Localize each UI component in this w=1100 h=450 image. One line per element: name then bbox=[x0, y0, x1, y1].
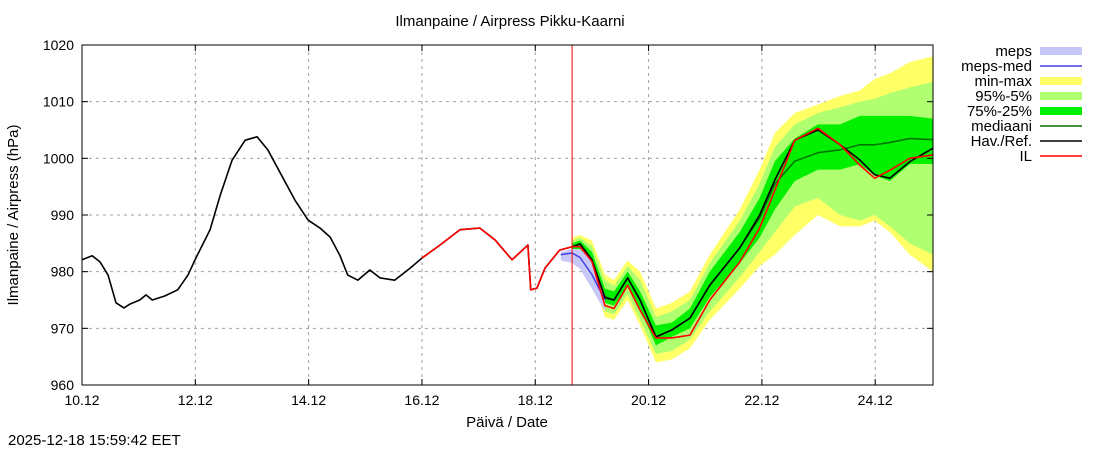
y-tick-label: 1010 bbox=[43, 94, 74, 110]
legend-label-il: IL bbox=[1019, 148, 1032, 165]
legend-label-p95_5: 95%-5% bbox=[975, 88, 1032, 105]
y-tick-label: 970 bbox=[51, 320, 75, 336]
series-lines bbox=[81, 45, 934, 385]
legend-swatch-min_max bbox=[1040, 77, 1082, 85]
y-axis-label: Ilmanpaine / Airpress (hPa) bbox=[5, 125, 22, 306]
timestamp: 2025-12-18 15:59:42 EET bbox=[8, 432, 181, 449]
meps-med-line bbox=[560, 252, 606, 301]
y-tick-label: 980 bbox=[51, 264, 75, 280]
legend-swatch-p75_25 bbox=[1040, 107, 1082, 115]
hav-ref-forecast-line bbox=[571, 129, 934, 338]
y-tick-label: 960 bbox=[51, 377, 75, 393]
x-tick-label: 14.12 bbox=[291, 392, 326, 408]
il-history-line bbox=[421, 227, 573, 291]
legend-swatch-p95_5 bbox=[1040, 92, 1082, 100]
axis-ticks: 10.12 12.12 14.12 16.12 18.12 20.12 22.12 24.12… bbox=[43, 37, 933, 408]
forecast-bands bbox=[560, 56, 933, 363]
observed-line bbox=[81, 136, 573, 309]
x-axis-label: Päivä / Date bbox=[466, 414, 548, 431]
legend-label-min_max: min-max bbox=[974, 73, 1032, 90]
y-tick-label: 1000 bbox=[43, 150, 74, 166]
legend-label-meps_med: meps-med bbox=[961, 58, 1032, 75]
x-tick-label: 20.12 bbox=[631, 392, 666, 408]
x-tick-label: 10.12 bbox=[64, 392, 99, 408]
legend: mepsmeps-medmin-max95%-5%75%-25%mediaani… bbox=[961, 43, 1082, 165]
y-tick-label: 1020 bbox=[43, 37, 74, 53]
x-tick-label: 12.12 bbox=[178, 392, 213, 408]
chart-title: Ilmanpaine / Airpress Pikku-Kaarni bbox=[395, 13, 624, 30]
legend-label-mediaani: mediaani bbox=[971, 118, 1032, 135]
il-forecast-line bbox=[572, 127, 934, 339]
x-tick-label: 22.12 bbox=[744, 392, 779, 408]
legend-label-p75_25: 75%-25% bbox=[967, 103, 1032, 120]
p75-25-band bbox=[572, 115, 933, 346]
x-tick-label: 16.12 bbox=[404, 392, 439, 408]
legend-label-hav: Hav./Ref. bbox=[971, 133, 1032, 150]
x-tick-label: 18.12 bbox=[518, 392, 553, 408]
legend-label-meps: meps bbox=[995, 43, 1032, 60]
legend-swatch-meps bbox=[1040, 47, 1082, 55]
x-tick-label: 24.12 bbox=[858, 392, 893, 408]
y-tick-label: 990 bbox=[51, 207, 75, 223]
